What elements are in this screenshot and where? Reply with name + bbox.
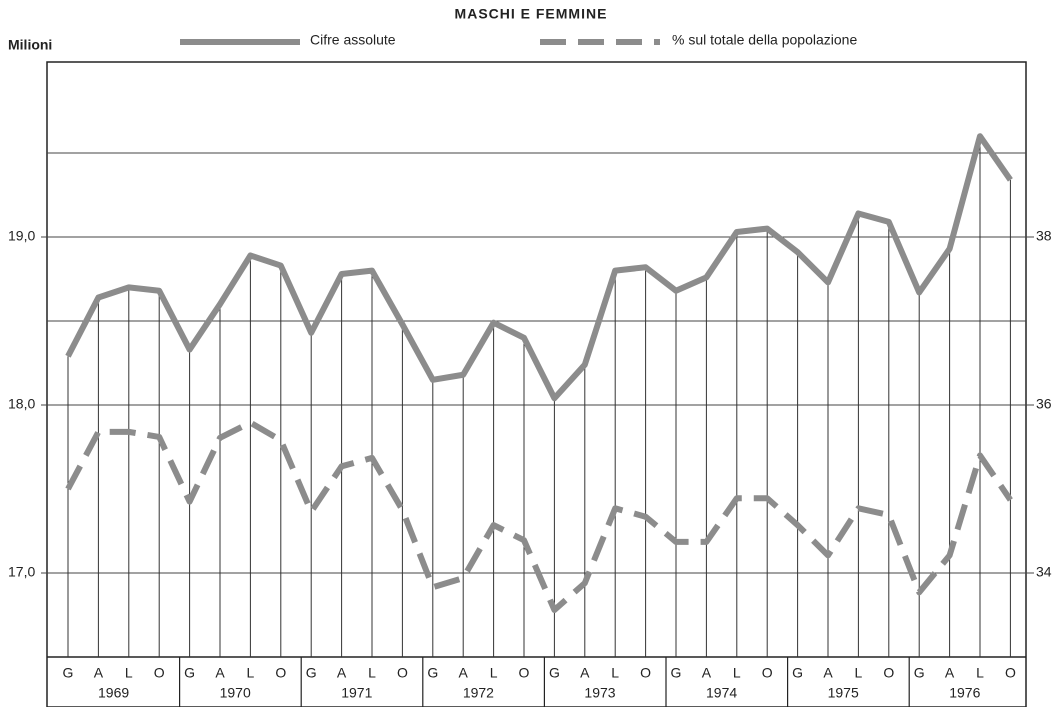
x-tick-label: O <box>397 665 408 681</box>
y2-tick-label: 38 <box>1036 228 1052 244</box>
chart-title: MASCHI E FEMMINE <box>455 6 608 22</box>
x-tick-label: G <box>671 665 682 681</box>
year-label: 1972 <box>463 685 494 701</box>
y-tick-label: 19,0 <box>8 228 35 244</box>
x-tick-label: L <box>125 665 133 681</box>
x-tick-label: L <box>247 665 255 681</box>
y2-tick-label: 34 <box>1036 564 1052 580</box>
x-tick-label: O <box>640 665 651 681</box>
year-label: 1974 <box>706 685 737 701</box>
x-tick-label: G <box>549 665 560 681</box>
x-tick-label: O <box>275 665 286 681</box>
x-tick-label: L <box>733 665 741 681</box>
y-tick-label: 18,0 <box>8 396 35 412</box>
x-tick-label: A <box>94 665 104 681</box>
x-tick-label: O <box>883 665 894 681</box>
x-tick-label: G <box>306 665 317 681</box>
series-line <box>65 133 1013 402</box>
x-tick-label: L <box>611 665 619 681</box>
x-tick-label: O <box>154 665 165 681</box>
year-label: 1969 <box>98 685 129 701</box>
x-tick-label: G <box>427 665 438 681</box>
x-tick-label: O <box>519 665 530 681</box>
year-label: 1970 <box>220 685 251 701</box>
x-tick-label: G <box>792 665 803 681</box>
legend-label: Cifre assolute <box>310 32 396 48</box>
x-tick-label: O <box>1005 665 1016 681</box>
y2-tick-label: 36 <box>1036 396 1052 412</box>
plot-frame <box>46 61 1027 707</box>
x-tick-label: L <box>490 665 498 681</box>
series-line <box>65 419 1013 613</box>
y-axis-label: Milioni <box>8 37 52 53</box>
year-label: 1973 <box>584 685 615 701</box>
x-tick-label: A <box>337 665 347 681</box>
year-label: 1971 <box>341 685 372 701</box>
x-tick-label: O <box>762 665 773 681</box>
y-tick-label: 17,0 <box>8 564 35 580</box>
x-tick-label: A <box>702 665 712 681</box>
legend-label: % sul totale della popolazione <box>672 32 857 48</box>
year-label: 1975 <box>828 685 859 701</box>
x-tick-label: G <box>914 665 925 681</box>
x-tick-label: G <box>63 665 74 681</box>
x-tick-label: A <box>215 665 225 681</box>
x-tick-label: A <box>823 665 833 681</box>
x-tick-label: A <box>580 665 590 681</box>
x-tick-label: G <box>184 665 195 681</box>
x-tick-label: A <box>459 665 469 681</box>
x-tick-label: L <box>976 665 984 681</box>
x-tick-label: L <box>368 665 376 681</box>
x-tick-label: A <box>945 665 955 681</box>
x-tick-label: L <box>855 665 863 681</box>
year-label: 1976 <box>949 685 980 701</box>
